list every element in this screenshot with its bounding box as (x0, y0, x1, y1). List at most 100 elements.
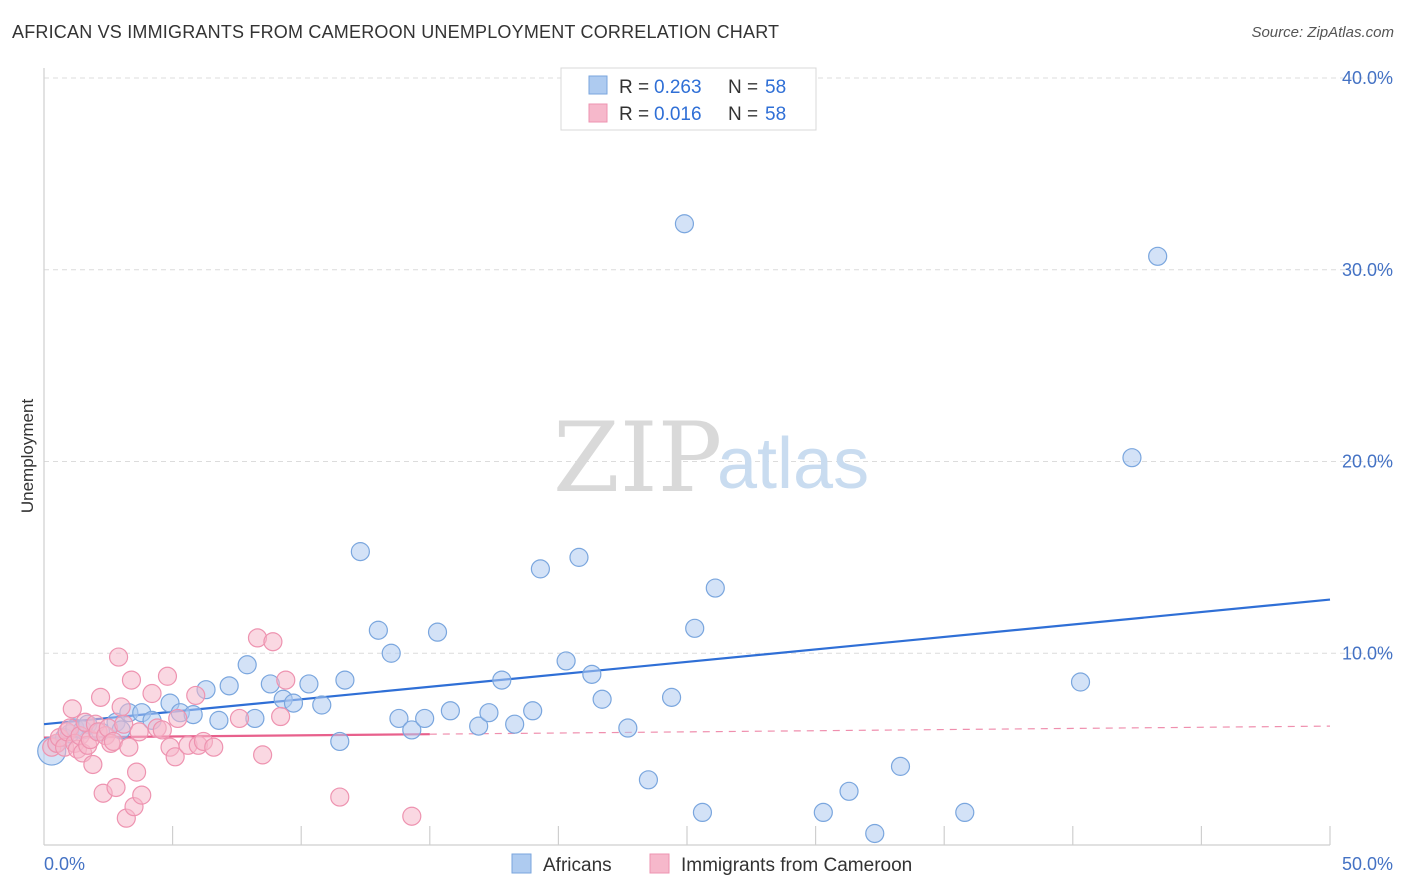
y-tick-label: 10.0% (1342, 643, 1393, 663)
legend-r-value-cameroon: 0.016 (654, 104, 702, 125)
cameroon-point (106, 777, 126, 798)
africans-point (237, 655, 257, 675)
cameroon-point (126, 762, 147, 782)
africans-point (283, 693, 304, 713)
africans-point (427, 622, 448, 642)
cameroon-point (157, 666, 178, 686)
africans-point (402, 720, 422, 740)
africans-point (618, 718, 638, 738)
cameroon-point (111, 697, 131, 717)
legend-n-label-cameroon: N = (728, 104, 758, 125)
chart-title: AFRICAN VS IMMIGRANTS FROM CAMEROON UNEM… (12, 22, 780, 42)
africans-point (890, 756, 911, 776)
cameroon-point (330, 787, 350, 807)
cameroon-point (142, 683, 162, 704)
legend-r-value-africans: 0.263 (654, 77, 702, 98)
africans-point (368, 620, 388, 640)
series-legend-label-africans: Africans (543, 855, 612, 876)
cameroon-point (186, 685, 206, 706)
x-tick-label: 0.0% (44, 854, 85, 874)
africans-point (569, 547, 589, 567)
africans-point (955, 802, 975, 823)
cameroon-point (263, 632, 283, 652)
watermark-zip: ZIP (553, 402, 722, 514)
africans-point (523, 701, 543, 721)
cameroon-point (90, 687, 111, 707)
cameroon-point (132, 785, 152, 805)
cameroon-point (253, 745, 273, 765)
africans-point (638, 770, 659, 790)
africans-point (312, 695, 332, 715)
cameroon-point (402, 806, 422, 826)
africans-point (415, 708, 435, 729)
africans-point (505, 714, 525, 734)
legend-swatch-africans (588, 75, 608, 95)
cameroon-point (83, 754, 103, 775)
y-tick-label: 20.0% (1342, 452, 1393, 472)
africans-point (582, 664, 602, 684)
cameroon-point (129, 722, 149, 742)
africans-point (389, 708, 409, 729)
africans-point (219, 676, 239, 696)
africans-point (661, 687, 682, 707)
cameroon-point (276, 670, 296, 690)
cameroon-point (119, 737, 139, 757)
africans-point (839, 781, 859, 801)
trendline-africans (43, 598, 1331, 726)
africans-point (335, 670, 355, 690)
cameroon-point (62, 699, 82, 719)
africans-point (479, 703, 499, 723)
correlation-legend: R = 0.263 N = 58 R = 0.016 N = 58 (560, 67, 817, 131)
africans-point (209, 710, 229, 730)
cameroon-point (204, 737, 224, 757)
africans-point (1070, 672, 1091, 692)
africans-point (556, 651, 576, 671)
series-legend: Africans Immigrants from Cameroon (511, 853, 912, 876)
grid-layer (44, 77, 1394, 654)
watermark-atlas: atlas (717, 424, 869, 504)
ticks-layer: 10.0% 20.0% 30.0% 40.0% 0.0% 50.0% (44, 68, 1393, 874)
legend-n-value-cameroon: 58 (765, 104, 786, 125)
africans-point (685, 618, 705, 638)
africans-point (492, 670, 512, 690)
africans-point (530, 559, 550, 579)
africans-point (692, 802, 713, 823)
africans-point (381, 643, 401, 663)
legend-n-label-africans: N = (728, 77, 758, 98)
africans-point (350, 542, 370, 562)
y-tick-label: 40.0% (1342, 68, 1393, 88)
africans-point (865, 823, 885, 844)
legend-r-label-africans: R = (619, 77, 649, 98)
source-credit: Source: ZipAtlas.com (1251, 24, 1394, 41)
points-layer (37, 214, 1168, 844)
series-legend-label-cameroon: Immigrants from Cameroon (681, 855, 912, 876)
y-tick-label: 30.0% (1342, 260, 1393, 280)
trendline-cameroon-dashed (429, 725, 1331, 735)
cameroon-point (168, 708, 188, 729)
cameroon-point (165, 747, 185, 767)
watermark: ZIP atlas (553, 402, 869, 514)
africans-point (1122, 448, 1142, 468)
series-legend-swatch-africans (511, 853, 532, 874)
africans-point (440, 701, 460, 721)
x-tick-label: 50.0% (1342, 854, 1393, 874)
cameroon-point (108, 647, 129, 667)
cameroon-point (229, 708, 250, 729)
cameroon-point (121, 670, 142, 690)
africans-point (299, 674, 319, 694)
africans-point (705, 578, 725, 598)
africans-point (469, 716, 489, 736)
legend-swatch-cameroon (588, 103, 608, 123)
africans-point (592, 689, 612, 709)
africans-point (1148, 246, 1168, 266)
cameroon-point (271, 706, 291, 727)
y-axis-label: Unemployment (18, 399, 37, 514)
legend-r-label-cameroon: R = (619, 104, 649, 125)
series-legend-swatch-cameroon (649, 853, 670, 874)
africans-point (813, 802, 833, 823)
legend-n-value-africans: 58 (765, 77, 786, 98)
cameroon-point (114, 714, 134, 734)
cameroon-point (152, 720, 172, 740)
africans-point (674, 214, 695, 234)
